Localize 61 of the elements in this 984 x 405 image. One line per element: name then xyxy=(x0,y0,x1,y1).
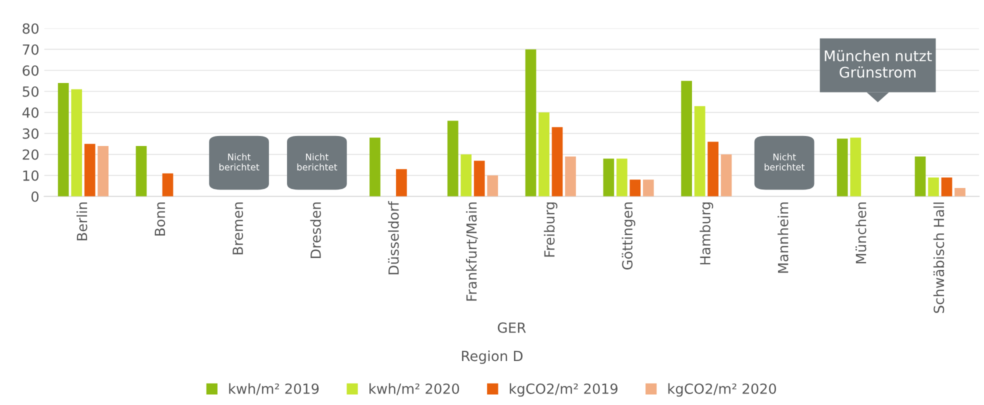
y-tick-label: 0 xyxy=(32,191,38,202)
bar xyxy=(914,156,926,196)
annotation: Nicht berichtet xyxy=(297,153,338,170)
x-tick-label: Bonn xyxy=(154,202,166,236)
annotation: Nicht berichtet xyxy=(764,153,805,170)
annotation: Nicht berichtet xyxy=(219,153,260,170)
y-tick-label: 50 xyxy=(22,86,38,97)
bar xyxy=(954,188,966,196)
bar xyxy=(694,106,706,196)
x-tick-label: Frankfurt/Main xyxy=(466,202,478,301)
bar xyxy=(396,169,407,196)
legend-label: kwh/m² 2019 xyxy=(229,383,319,396)
y-tick-label: 30 xyxy=(22,128,38,139)
x-tick-label: Schwäbisch Hall xyxy=(933,202,944,313)
bar xyxy=(525,49,536,196)
y-tick-label: 70 xyxy=(22,44,38,55)
bar xyxy=(720,154,732,196)
bar xyxy=(850,138,862,196)
bar xyxy=(538,112,550,196)
x-tick-label: Hamburg xyxy=(700,202,714,264)
bar xyxy=(474,160,485,196)
bar xyxy=(136,146,147,196)
bar xyxy=(630,180,641,196)
bar xyxy=(565,156,576,196)
bar xyxy=(616,158,628,196)
bar xyxy=(552,127,563,196)
bar xyxy=(460,154,472,196)
bar xyxy=(928,178,939,196)
bar xyxy=(447,120,458,196)
bar xyxy=(162,173,174,196)
bar xyxy=(941,178,952,196)
x-tick-label: Mannheim xyxy=(778,202,788,273)
x-tick-label: Dresden xyxy=(310,202,321,258)
x-tick-label: Göttingen xyxy=(622,202,636,270)
y-tick-label: 60 xyxy=(22,65,38,76)
bar xyxy=(98,146,109,196)
bar xyxy=(708,142,718,196)
bar xyxy=(71,89,82,196)
bar xyxy=(642,180,654,196)
bar xyxy=(487,175,498,196)
bar xyxy=(58,82,69,196)
x-tick-label: Berlin xyxy=(76,202,88,240)
x-tick-label: Bremen xyxy=(232,202,244,254)
legend-label: kgCO2/m² 2020 xyxy=(668,383,776,397)
y-tick-label: 10 xyxy=(23,170,38,181)
bar xyxy=(370,138,380,196)
x-tick-label: Düsseldorf xyxy=(388,201,399,274)
legend-label: kwh/m² 2020 xyxy=(370,383,460,396)
x-tick-label: München xyxy=(856,202,866,264)
x-axis-title: GER xyxy=(498,322,526,333)
bar xyxy=(836,138,848,196)
legend-label: kgCO2/m² 2019 xyxy=(510,383,618,397)
bar xyxy=(681,80,692,196)
bar xyxy=(84,144,96,196)
annotation: München nutzt Grünstrom xyxy=(824,50,932,78)
x-tick-label: Freiburg xyxy=(544,202,558,257)
y-tick-label: 40 xyxy=(22,107,38,118)
y-tick-label: 20 xyxy=(22,149,38,160)
bar xyxy=(603,158,614,196)
y-tick-label: 80 xyxy=(22,23,38,34)
text: Region D xyxy=(462,350,523,364)
